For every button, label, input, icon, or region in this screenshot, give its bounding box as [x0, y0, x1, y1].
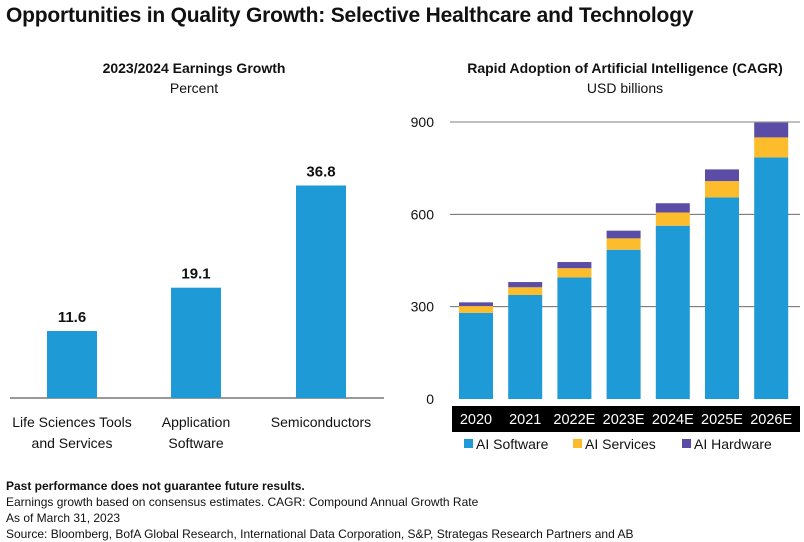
- right-bar-segment: [606, 249, 641, 399]
- right-bar-segment: [655, 212, 690, 226]
- disclaimer-note: Past performance does not guarantee futu…: [6, 479, 305, 493]
- right-category-label: 2024E: [652, 412, 694, 428]
- left-category-label: Life Sciences Tools: [12, 414, 132, 430]
- left-category-label: Application: [162, 414, 231, 430]
- legend-label: AI Hardware: [694, 436, 772, 452]
- legend-swatch: [464, 439, 473, 448]
- source-note: Source: Bloomberg, BofA Global Research,…: [6, 527, 634, 541]
- right-y-tick-label: 600: [411, 206, 435, 222]
- legend-swatch: [682, 439, 691, 448]
- right-y-tick-label: 0: [426, 391, 434, 407]
- right-category-band: [452, 406, 800, 432]
- right-y-tick-label: 300: [411, 299, 435, 315]
- right-chart-title: Rapid Adoption of Artificial Intelligenc…: [467, 60, 783, 76]
- right-bar-segment: [705, 169, 739, 182]
- date-note: As of March 31, 2023: [6, 511, 121, 525]
- legend-label: AI Software: [476, 436, 549, 452]
- left-bar-label: 11.6: [58, 309, 86, 326]
- left-chart-subtitle: Percent: [170, 80, 218, 96]
- right-y-tick-label: 900: [411, 114, 435, 130]
- right-bar-segment: [705, 181, 739, 198]
- right-bar-segment: [754, 137, 789, 158]
- right-category-label: 2021: [509, 412, 541, 428]
- right-bar-segment: [557, 262, 592, 269]
- right-bar-segment: [459, 312, 493, 399]
- left-category-label: Semiconductors: [271, 414, 371, 430]
- right-bar-segment: [459, 306, 493, 313]
- right-category-label: 2025E: [701, 412, 743, 428]
- right-category-label: 2022E: [553, 412, 595, 428]
- right-category-label: 2020: [460, 412, 492, 428]
- left-chart-title: 2023/2024 Earnings Growth: [103, 60, 286, 76]
- right-bar-segment: [508, 287, 543, 295]
- right-bar-segment: [508, 282, 543, 288]
- right-bar-segment: [606, 238, 641, 250]
- right-bar-segment: [655, 203, 690, 213]
- left-bar-label: 19.1: [181, 266, 210, 283]
- right-bar-segment: [754, 157, 789, 399]
- left-bar-label: 36.8: [306, 163, 335, 180]
- right-category-label: 2023E: [603, 412, 645, 428]
- right-category-label: 2026E: [750, 412, 792, 428]
- right-bar-segment: [557, 277, 592, 399]
- left-category-label: Software: [168, 435, 223, 451]
- left-bar: [296, 185, 346, 398]
- legend-label: AI Services: [585, 436, 656, 452]
- right-bar-segment: [459, 302, 493, 307]
- right-bar-segment: [557, 268, 592, 278]
- right-bar-segment: [508, 294, 543, 399]
- cagr-note: Earnings growth based on consensus estim…: [6, 495, 479, 509]
- left-bar: [47, 331, 97, 398]
- right-bar-segment: [655, 225, 690, 399]
- left-category-label: and Services: [32, 435, 113, 451]
- legend-swatch: [573, 439, 582, 448]
- left-bar: [171, 287, 221, 398]
- right-bar-segment: [754, 122, 789, 138]
- right-bar-segment: [705, 197, 739, 399]
- page-title: Opportunities in Quality Growth: Selecti…: [6, 4, 694, 27]
- right-chart-subtitle: USD billions: [587, 80, 663, 96]
- right-bar-segment: [606, 230, 641, 239]
